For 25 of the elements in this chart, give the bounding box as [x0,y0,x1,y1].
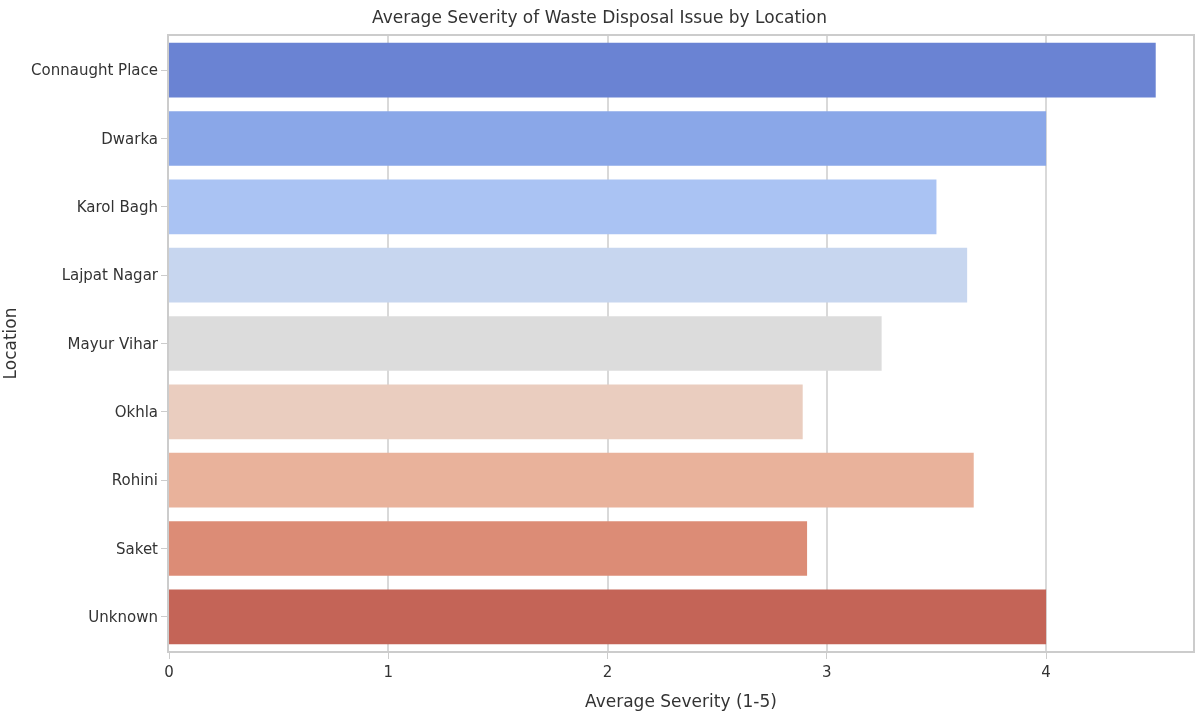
x-tick-label: 4 [1041,663,1051,681]
bar [169,111,1047,166]
bar [169,384,803,440]
x-axis-title: Average Severity (1-5) [585,690,777,711]
bar [169,247,968,303]
y-tick-label: Okhla [114,403,158,422]
bar [169,42,1156,98]
y-tick-label: Connaught Place [31,61,158,80]
bar [169,179,937,235]
y-tick-label: Mayur Vihar [67,334,159,353]
y-tick-label: Saket [116,539,159,558]
y-tick-label: Unknown [88,608,158,627]
chart-title: Average Severity of Waste Disposal Issue by Location [372,6,827,27]
bar [169,589,1047,645]
x-tick-label: 1 [383,663,394,681]
bar [169,521,808,576]
y-tick-label: Karol Bagh [76,198,158,217]
y-axis-title: Location [0,307,20,380]
x-tick-label: 0 [164,663,174,681]
x-tick-label: 2 [602,663,613,681]
x-tick-label: 3 [822,663,832,681]
y-tick-label: Dwarka [101,129,158,148]
y-tick-label: Rohini [111,471,158,490]
y-tick-label: Lajpat Nagar [61,266,159,285]
bar [169,452,974,508]
